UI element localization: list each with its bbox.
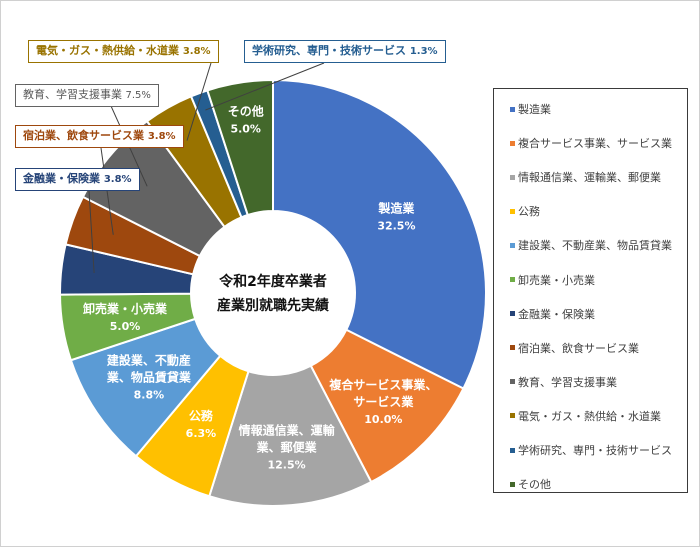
callout-value: 3.8% [147, 131, 176, 142]
legend-item-公務: 公務 [510, 203, 540, 219]
slice-その他 [206, 78, 274, 217]
callout-value: 7.5% [125, 90, 151, 101]
slice-製造業 [272, 78, 487, 390]
legend-label: 情報通信業、運輸業、郵便業 [518, 171, 661, 185]
slice-label-建設業-不動産業-物品賃貸業: 建設業、不動産 [106, 352, 191, 367]
slice-value-卸売業-小売業: 5.0% [110, 320, 141, 333]
callout-金融業-保険業: 金融業・保険業 3.8% [15, 168, 140, 191]
callout-宿泊業-飲食サービス業: 宿泊業、飲食サービス業 3.8% [15, 125, 184, 148]
legend-swatch [510, 311, 515, 317]
legend-swatch [510, 447, 515, 453]
legend-item-製造業: 製造業 [510, 101, 551, 117]
legend-label: 建設業、不動産業、物品賃貸業 [518, 239, 672, 253]
slice-value-情報通信業-運輸業-郵便業: 12.5% [267, 458, 305, 471]
legend-item-卸売業-小売業: 卸売業・小売業 [510, 272, 595, 288]
slice-label-情報通信業-運輸業-郵便業: 情報通信業、運輸 [239, 422, 336, 437]
slice-value-その他: 5.0% [230, 123, 261, 136]
callout-value: 1.3% [409, 46, 438, 57]
legend-item-金融業-保険業: 金融業・保険業 [510, 306, 595, 322]
leader-line [205, 62, 325, 111]
callout-教育-学習支援事業: 教育、学習支援事業 7.5% [15, 84, 159, 107]
legend-item-情報通信業-運輸業-郵便業: 情報通信業、運輸業、郵便業 [510, 169, 661, 185]
legend: 製造業複合サービス事業、サービス業 情報通信業、運輸業、郵便業 公務建設業、不動産業… [493, 88, 688, 493]
slice-情報通信業-運輸業-郵便業 [208, 364, 373, 507]
callout-電気-ガス-熱供給-水道業: 電気・ガス・熱供給・水道業 3.8% [28, 40, 219, 63]
legend-swatch [510, 413, 515, 419]
slice-label-製造業: 製造業 [377, 200, 415, 215]
legend-label: 卸売業・小売業 [518, 273, 595, 287]
chart-title-line: 産業別就職先実績 [217, 297, 329, 314]
callout-label: 学術研究、専門・技術サービス [252, 44, 410, 57]
legend-item-学術研究-専門-技術サービス: 学術研究、専門・技術サービス [510, 442, 672, 458]
leader-line [88, 190, 95, 274]
slice-label-情報通信業-運輸業-郵便業: 業、郵便業 [256, 439, 318, 454]
legend-label: 製造業 [518, 103, 551, 116]
legend-swatch [510, 140, 515, 146]
leader-lines [88, 62, 325, 274]
legend-label: その他 [518, 478, 551, 492]
legend-item-教育-学習支援事業: 教育、学習支援事業 [510, 374, 617, 390]
legend-swatch [510, 208, 515, 214]
slice-label-複合サービス事業-サービス業: サービス業 [353, 394, 414, 409]
legend-label: 宿泊業、飲食サービス業 [518, 341, 639, 355]
slice-label-建設業-不動産業-物品賃貸業: 業、物品賃貸業 [106, 369, 192, 384]
legend-label: 複合サービス事業、サービス業 [518, 137, 672, 151]
slice-label-複合サービス事業-サービス業: 複合サービス事業、 [328, 377, 437, 392]
legend-swatch [510, 345, 515, 351]
callout-label: 宿泊業、飲食サービス業 [23, 129, 148, 142]
slice-value-公務: 6.3% [186, 427, 217, 440]
legend-label: 電気・ガス・熱供給・水道業 [518, 409, 661, 423]
legend-item-建設業-不動産業-物品賃貸業: 建設業、不動産業、物品賃貸業 [510, 237, 672, 253]
legend-swatch [510, 242, 515, 248]
legend-swatch [510, 174, 515, 180]
slice-label-卸売業-小売業: 卸売業・小売業 [83, 301, 168, 316]
legend-label: 学術研究、専門・技術サービス [518, 444, 672, 457]
chart-title-line: 令和2年度卒業者 [218, 273, 327, 290]
legend-item-宿泊業-飲食サービス業: 宿泊業、飲食サービス業 [510, 340, 639, 356]
callout-value: 3.8% [182, 46, 211, 57]
slice-label-公務: 公務 [189, 408, 214, 423]
callout-label: 金融業・保険業 [23, 172, 104, 185]
callout-学術研究-専門-技術サービス: 学術研究、専門・技術サービス 1.3% [244, 40, 446, 63]
legend-item-その他: その他 [510, 476, 551, 492]
slice-value-複合サービス事業-サービス業: 10.0% [364, 413, 402, 426]
legend-swatch [510, 379, 515, 385]
leader-line [186, 62, 212, 141]
legend-label: 教育、学習支援事業 [518, 375, 617, 389]
slice-labels: 製造業 32.5% 複合サービス事業、サービス業 10.0% 情報通信業、運輸業、郵便業… [83, 104, 437, 472]
legend-swatch [510, 481, 515, 487]
slice-value-製造業: 32.5% [377, 219, 415, 232]
legend-label: 金融業・保険業 [518, 307, 595, 321]
callout-value: 3.8% [103, 174, 132, 185]
legend-swatch [510, 106, 515, 112]
slice-label-その他: その他 [228, 104, 264, 119]
slice-value-建設業-不動産業-物品賃貸業: 8.8% [134, 388, 165, 401]
leader-line [100, 147, 114, 235]
callout-label: 電気・ガス・熱供給・水道業 [36, 44, 183, 57]
callout-label: 教育、学習支援事業 [23, 88, 126, 101]
legend-item-電気-ガス-熱供給-水道業: 電気・ガス・熱供給・水道業 [510, 408, 661, 424]
legend-item-複合サービス事業-サービス業: 複合サービス事業、サービス業 [510, 135, 672, 151]
legend-label: 公務 [518, 205, 540, 219]
legend-swatch [510, 277, 515, 282]
